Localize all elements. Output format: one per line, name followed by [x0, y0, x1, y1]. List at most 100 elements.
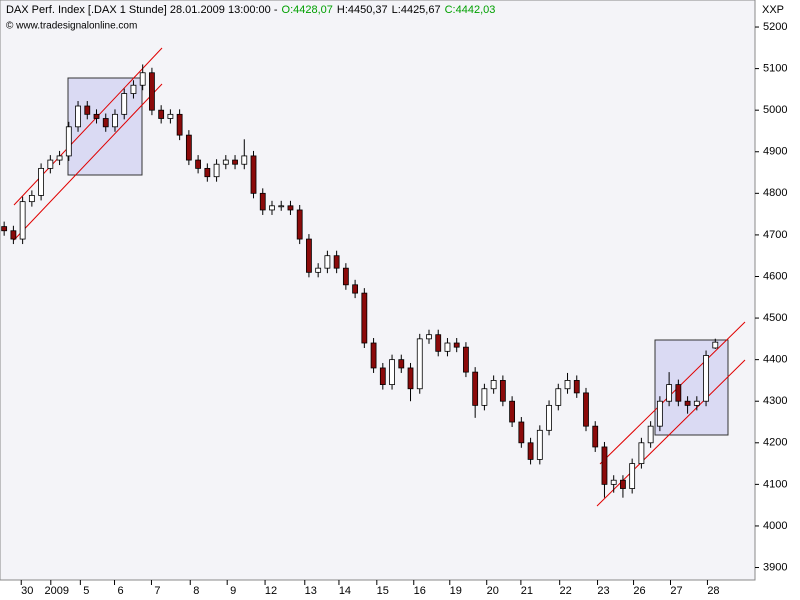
candle-body — [38, 167, 44, 196]
y-tick-label: 5100 — [763, 63, 787, 75]
x-tick-label: 12 — [265, 585, 277, 597]
y-tick-label: 3900 — [763, 561, 787, 573]
y-tick-label: 4500 — [763, 312, 787, 324]
candle-body — [389, 359, 395, 385]
y-tick-label: 4900 — [763, 146, 787, 158]
candle-body — [93, 113, 100, 119]
y-tick-label: 5000 — [763, 104, 787, 116]
candle-body — [167, 113, 174, 119]
x-tick-label: 30 — [21, 585, 33, 597]
candle-body — [65, 126, 72, 157]
candle-body — [185, 134, 192, 161]
candle-body — [28, 195, 35, 203]
x-tick-label: 6 — [117, 585, 123, 597]
channel-line — [599, 321, 746, 465]
candle-body — [121, 93, 128, 115]
axis-label: XXP — [762, 4, 784, 16]
candle-body — [647, 425, 654, 444]
candle-body — [333, 255, 340, 269]
candle-body — [703, 355, 709, 402]
channel-line — [13, 83, 163, 241]
y-tick-label: 5200 — [763, 21, 787, 33]
candle-body — [499, 380, 506, 402]
candle-body — [490, 380, 497, 390]
x-tick-label: 7 — [154, 585, 160, 597]
candle-body — [693, 400, 700, 406]
x-tick-label: 14 — [339, 585, 351, 597]
chart-title: DAX Perf. Index [.DAX 1 Stunde] 28.01.20… — [6, 4, 278, 16]
candle-body — [675, 384, 682, 402]
candle-body — [666, 384, 673, 402]
candle-body — [352, 284, 359, 294]
x-tick-label: 15 — [377, 585, 389, 597]
candle-body — [620, 479, 626, 489]
candle-body — [509, 400, 516, 423]
candle-body — [222, 159, 229, 165]
y-tick-label: 4800 — [763, 187, 787, 199]
candle-body — [361, 292, 368, 344]
candle-body — [712, 341, 719, 349]
x-tick-label: 23 — [597, 585, 609, 597]
x-tick-label: 20 — [487, 585, 499, 597]
y-tick-label: 4600 — [763, 270, 787, 282]
candle-body — [370, 342, 377, 369]
copyright: © www.tradesignalonline.com — [6, 21, 137, 32]
x-tick-label: 8 — [193, 585, 199, 597]
candle-body — [278, 205, 285, 208]
x-tick-label: 26 — [633, 585, 645, 597]
candle-body — [656, 400, 663, 427]
candle-body — [435, 334, 442, 352]
x-tick-label: 5 — [83, 585, 89, 597]
candle-body — [398, 359, 405, 369]
candle-body — [481, 388, 488, 406]
candle-body — [518, 421, 525, 444]
candle-body — [583, 392, 589, 427]
candle-body — [306, 238, 312, 273]
candle-body — [416, 338, 423, 390]
candle-body — [176, 113, 183, 136]
candle-body — [250, 155, 257, 194]
candle-body — [610, 479, 617, 485]
candle-body — [546, 404, 552, 431]
candle-body — [130, 84, 137, 94]
candle-body — [601, 446, 608, 485]
x-tick-label: 9 — [230, 585, 236, 597]
x-tick-label: 2009 — [45, 585, 69, 597]
candle-body — [195, 159, 202, 169]
candle-body — [259, 192, 266, 211]
candle-body — [1, 226, 8, 232]
candle-body — [444, 342, 451, 352]
candle-body — [75, 105, 81, 128]
candle-body — [204, 167, 211, 178]
candle-body — [592, 425, 599, 448]
candle-body — [379, 367, 386, 385]
candle-body — [158, 109, 165, 119]
y-tick-label: 4000 — [763, 520, 787, 532]
candle-body — [112, 113, 118, 128]
candle-body — [47, 159, 54, 169]
candle-body — [472, 371, 479, 406]
y-tick-label: 4100 — [763, 478, 787, 490]
x-tick-label: 13 — [305, 585, 317, 597]
candle-body — [638, 442, 645, 464]
x-tick-label: 19 — [450, 585, 462, 597]
ohlc-readout: O:4428,07 H:4450,37 L:4425,67 C:4442,03 — [282, 4, 496, 16]
y-tick-label: 4400 — [763, 354, 787, 366]
candle-body — [232, 159, 238, 165]
candle-body — [19, 201, 26, 240]
candle-body — [564, 380, 571, 390]
candle-body — [269, 205, 275, 211]
x-tick-label: 27 — [670, 585, 682, 597]
candles — [1, 64, 719, 498]
candle-body — [426, 334, 432, 340]
candle-body — [629, 463, 636, 489]
candle-body — [139, 72, 146, 86]
ohlc-value: L:4425,67 — [392, 4, 441, 16]
candle-body — [56, 155, 63, 161]
candle-body — [102, 118, 109, 128]
x-tick-label: 21 — [521, 585, 533, 597]
y-tick-label: 4200 — [763, 437, 787, 449]
x-tick-label: 22 — [560, 585, 572, 597]
candle-body — [84, 105, 91, 115]
